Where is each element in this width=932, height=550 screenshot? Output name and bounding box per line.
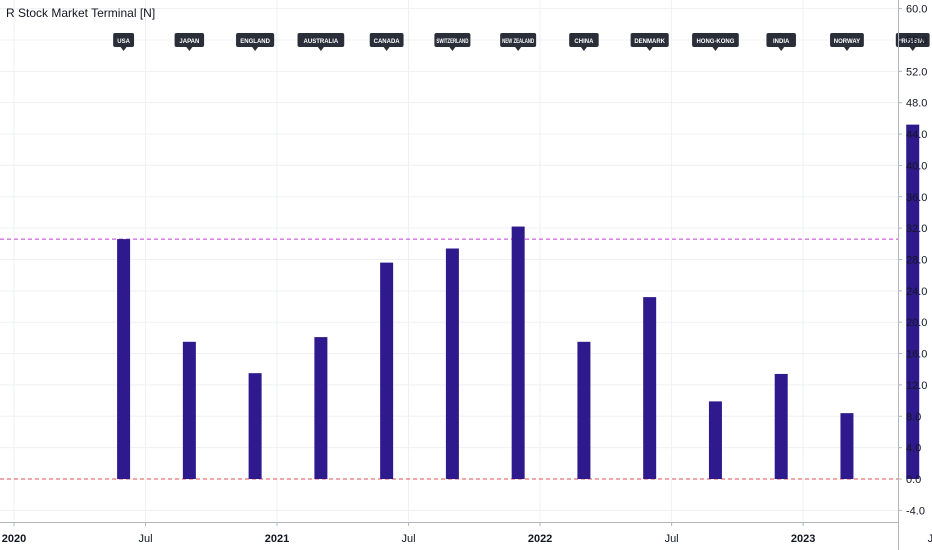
y-tick-label: 44.0	[906, 129, 927, 141]
bar-new-zealand	[511, 226, 525, 479]
y-tick-label: 20.0	[906, 317, 927, 329]
bar-norway	[840, 413, 854, 479]
y-tick-label: 4.0	[906, 443, 921, 455]
y-tick-label: 8.0	[906, 411, 921, 423]
bar-russia	[906, 124, 920, 479]
marker-pointer	[580, 47, 587, 51]
marker-denmark[interactable]: DENMARK	[630, 33, 669, 51]
marker-pointer	[383, 47, 390, 51]
marker-label: HONG-KONG	[696, 39, 734, 45]
x-tick-label: Jul	[138, 533, 152, 545]
y-tick-label: 40.0	[906, 160, 927, 172]
bar-denmark	[643, 297, 657, 479]
marker-label: SWITZERLAND	[436, 39, 468, 45]
x-tick-label: 2022	[528, 533, 552, 545]
marker-pointer	[515, 47, 522, 51]
marker-pointer	[317, 47, 324, 51]
marker-pointer	[778, 47, 785, 51]
grid-lines	[0, 0, 898, 521]
marker-box	[434, 33, 471, 47]
bar-india	[774, 373, 788, 479]
marker-pointer	[646, 47, 653, 51]
x-tick-label: Jul	[928, 533, 932, 545]
marker-china[interactable]: CHINA	[569, 33, 599, 51]
bar-japan	[182, 341, 196, 479]
marker-india[interactable]: INDIA	[766, 33, 796, 51]
bar-england	[248, 373, 262, 479]
country-markers[interactable]: USA JAPAN ENGLAND AUSTRALIA CANADA SWITZERLAN…	[113, 33, 932, 51]
y-tick-label: 48.0	[906, 98, 927, 110]
x-tick-label: 2020	[2, 533, 26, 545]
marker-england[interactable]: ENGLAND	[236, 33, 275, 51]
y-axis[interactable]: -4.0 0.0 4.0 8.0 12.0 16.0 20.0 24.0 28.0 32.0 36.…	[898, 0, 927, 550]
marker-label: DENMARK	[634, 39, 665, 45]
marker-box	[369, 33, 404, 47]
marker-pointer	[186, 47, 193, 51]
x-tick-label: 2023	[791, 533, 815, 545]
x-tick-label: 2021	[265, 533, 289, 545]
y-tick-label: 0.0	[906, 474, 921, 486]
marker-canada[interactable]: CANADA	[369, 33, 404, 51]
marker-label: CHINA	[574, 39, 594, 45]
marker-label: RUSSIA	[901, 39, 924, 45]
marker-box	[692, 33, 739, 47]
marker-label: NEW ZEALAND	[502, 39, 534, 45]
x-tick-label: Jul	[402, 533, 416, 545]
marker-norway[interactable]: NORWAY	[830, 33, 864, 51]
y-tick-label: 28.0	[906, 254, 927, 266]
marker-box	[297, 33, 345, 47]
marker-label: INDIA	[773, 39, 790, 45]
marker-usa[interactable]: USA	[113, 33, 135, 51]
y-tick-label: 56.0	[906, 35, 927, 47]
bar-canada	[380, 262, 394, 479]
marker-hong-kong[interactable]: HONG-KONG	[692, 33, 739, 51]
marker-pointer	[449, 47, 456, 51]
y-tick-label: 12.0	[906, 380, 927, 392]
marker-box	[174, 33, 205, 47]
marker-box	[236, 33, 275, 47]
marker-label: NORWAY	[834, 39, 860, 45]
marker-label: ENGLAND	[240, 39, 270, 45]
marker-new-zealand[interactable]: NEW ZEALAND	[500, 33, 537, 51]
y-tick-label: 52.0	[906, 66, 927, 78]
y-tick-label: 32.0	[906, 223, 927, 235]
bar-series	[117, 124, 920, 479]
marker-label: AUSTRALIA	[304, 39, 339, 45]
marker-australia[interactable]: AUSTRALIA	[297, 33, 345, 51]
bar-switzerland	[445, 248, 459, 479]
marker-label: JAPAN	[179, 39, 199, 45]
marker-pointer	[252, 47, 259, 51]
marker-russia[interactable]: RUSSIA	[895, 33, 930, 51]
marker-label: CANADA	[374, 39, 401, 45]
marker-pointer	[120, 47, 127, 51]
marker-switzerland[interactable]: SWITZERLAND	[434, 33, 471, 51]
y-tick-label: 24.0	[906, 286, 927, 298]
marker-box	[766, 33, 796, 47]
marker-pointer	[712, 47, 719, 51]
y-tick-label: -4.0	[906, 505, 925, 517]
bar-hong-kong	[708, 401, 722, 479]
bar-usa	[117, 239, 131, 479]
x-axis[interactable]: 2020Jul2021Jul2022Jul2023Jul2024Jul2025J…	[0, 522, 932, 545]
marker-pointer	[909, 47, 916, 51]
marker-label: USA	[117, 39, 130, 45]
bar-australia	[314, 337, 328, 479]
marker-box	[500, 33, 537, 47]
marker-box	[113, 33, 135, 47]
y-tick-label: 36.0	[906, 192, 927, 204]
y-tick-label: 16.0	[906, 349, 927, 361]
marker-box	[569, 33, 599, 47]
marker-box	[830, 33, 864, 47]
chart-title: R Stock Market Terminal [N]	[6, 6, 156, 20]
marker-japan[interactable]: JAPAN	[174, 33, 205, 51]
marker-pointer	[843, 47, 850, 51]
bar-china	[577, 341, 591, 479]
marker-box	[895, 33, 930, 47]
y-tick-label: 60.0	[906, 4, 927, 16]
x-tick-label: Jul	[665, 533, 679, 545]
marker-box	[630, 33, 669, 47]
